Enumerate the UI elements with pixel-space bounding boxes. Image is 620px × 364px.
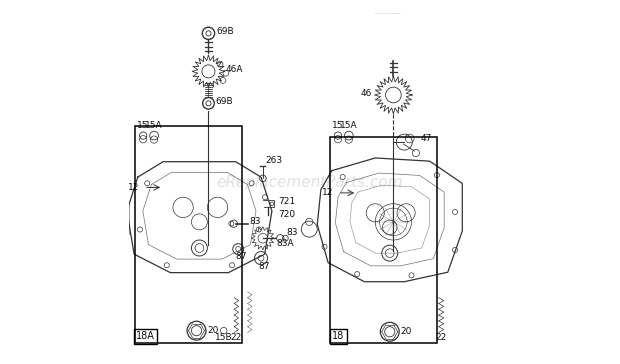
- Text: 15A: 15A: [145, 121, 163, 130]
- Text: 22: 22: [231, 333, 242, 343]
- Text: 69B: 69B: [216, 27, 234, 36]
- Text: 263: 263: [266, 157, 283, 166]
- Text: 83A: 83A: [277, 239, 294, 248]
- Text: 18: 18: [332, 331, 344, 341]
- Text: 83: 83: [286, 228, 298, 237]
- Text: 83: 83: [249, 217, 261, 226]
- Text: 12: 12: [322, 189, 334, 197]
- Text: 20: 20: [401, 327, 412, 336]
- Text: eReplacementParts.com: eReplacementParts.com: [216, 174, 404, 190]
- Text: 12: 12: [128, 183, 140, 192]
- Text: 46: 46: [361, 89, 373, 98]
- Bar: [135, 126, 242, 343]
- Text: 87: 87: [258, 262, 270, 270]
- Text: 15B: 15B: [215, 333, 232, 343]
- Text: 69B: 69B: [216, 97, 233, 106]
- Text: 15A: 15A: [340, 121, 358, 130]
- Text: 22: 22: [436, 333, 447, 343]
- Text: 20: 20: [208, 326, 219, 335]
- Text: 47: 47: [420, 134, 432, 143]
- Text: 87: 87: [236, 252, 247, 261]
- Text: 15: 15: [138, 121, 149, 130]
- Text: 720: 720: [278, 210, 296, 219]
- Text: 18A: 18A: [136, 331, 155, 341]
- Text: 15: 15: [332, 121, 343, 130]
- Text: 721: 721: [278, 197, 296, 206]
- Text: 46A: 46A: [226, 65, 244, 74]
- Bar: [330, 136, 437, 343]
